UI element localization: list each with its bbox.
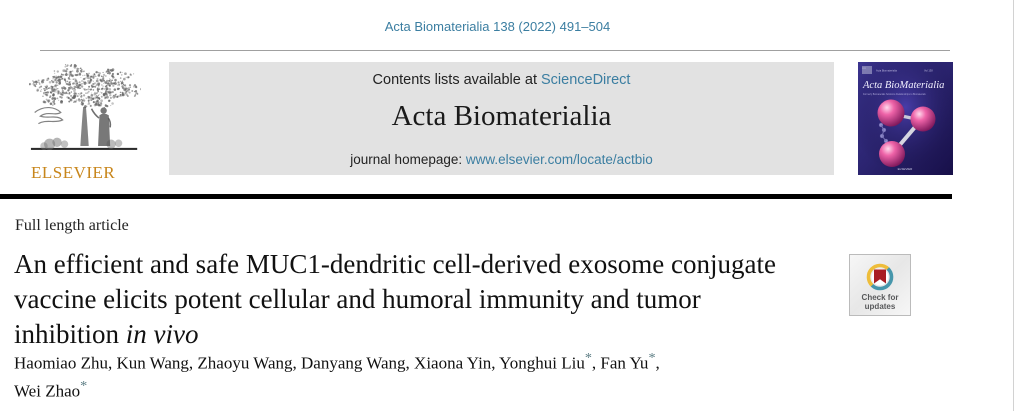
svg-text:updates: updates: [865, 302, 896, 311]
svg-text:Acta Biomaterialia: Acta Biomaterialia: [876, 69, 897, 73]
svg-text:Acta BioMaterialia: Acta BioMaterialia: [862, 80, 944, 91]
svg-text:Formerly Biomaterials Solution: Formerly Biomaterials Solutions Relation…: [863, 93, 927, 96]
svg-text:Check for: Check for: [862, 293, 899, 302]
svg-text:ELSEVIER: ELSEVIER: [898, 167, 914, 171]
svg-text:Vol 138: Vol 138: [924, 69, 933, 73]
